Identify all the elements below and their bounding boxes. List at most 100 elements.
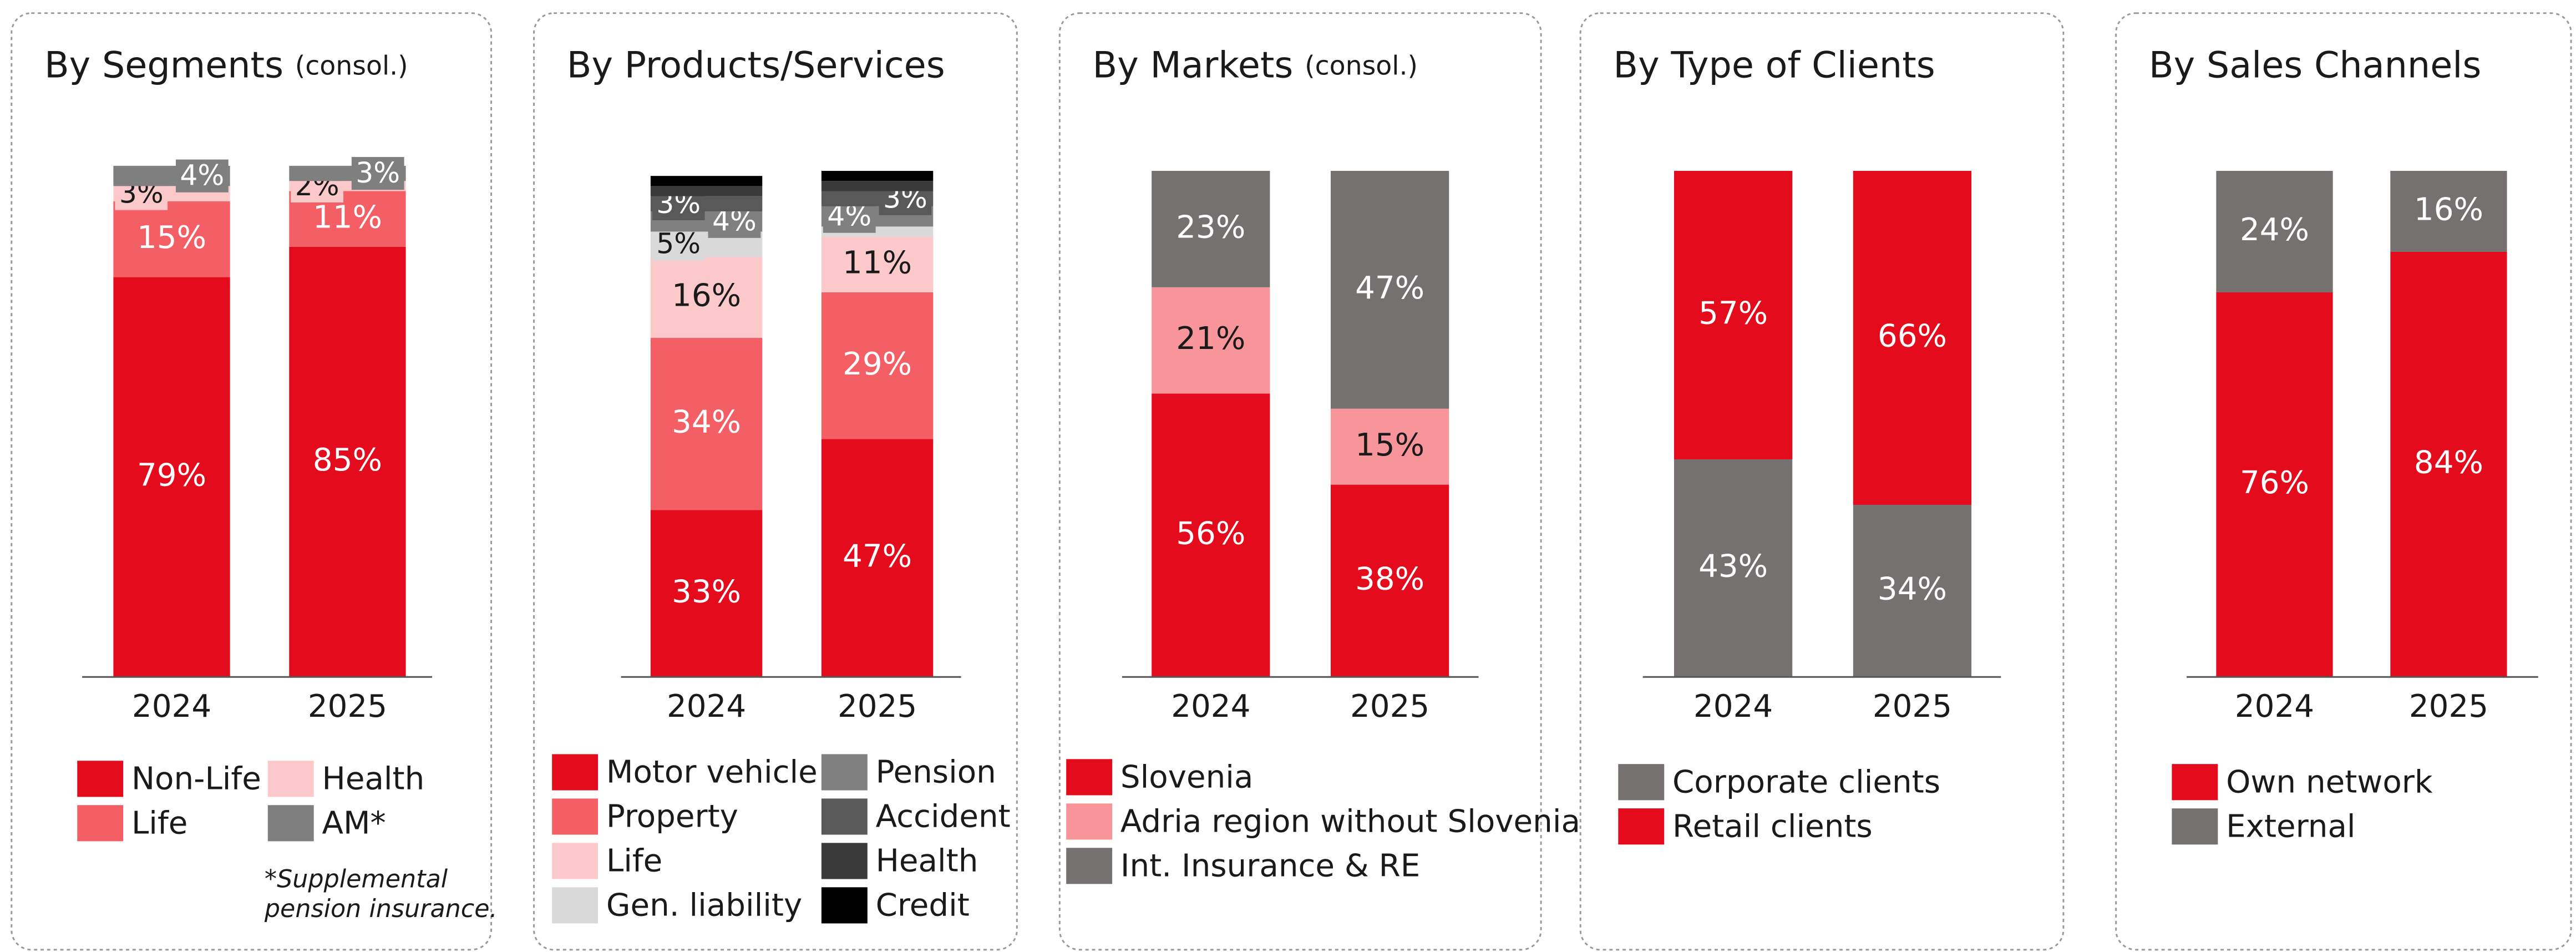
bar-segment <box>1853 171 1972 505</box>
data-label: 66% <box>1878 318 1947 355</box>
data-label: 79% <box>137 458 206 494</box>
data-label: 34% <box>672 404 741 440</box>
panel <box>533 12 1018 951</box>
legend-label: Own network <box>2226 764 2433 800</box>
legend-label: Health <box>322 761 425 797</box>
bar-segment <box>1331 171 1449 409</box>
bar-segment <box>1331 408 1449 485</box>
legend-swatch <box>77 761 124 797</box>
legend-label: Life <box>131 805 187 841</box>
title-text: By Markets <box>1093 44 1294 86</box>
legend-label: Adria region without Slovenia <box>1120 803 1580 839</box>
title-text: By Products/Services <box>567 44 945 86</box>
data-label: 47% <box>1355 270 1424 306</box>
bar-segment <box>821 181 934 191</box>
legend-label: Health <box>876 843 978 879</box>
bar-segment <box>113 201 230 277</box>
legend-swatch <box>2172 764 2218 801</box>
bar-segment <box>821 439 934 677</box>
bar-segment <box>650 338 763 510</box>
data-label: 11% <box>313 199 382 235</box>
title-text: By Sales Channels <box>2149 44 2481 86</box>
bar-segment <box>821 236 934 292</box>
footnote: pension insurance. <box>264 895 498 923</box>
data-label: 15% <box>1355 427 1424 463</box>
subtitle: (consol.) <box>295 50 408 81</box>
legend-label: AM* <box>322 805 386 841</box>
legend-swatch <box>552 887 599 924</box>
legend-label: External <box>2226 808 2355 844</box>
chart-title: By Segments (consol.) <box>44 44 408 86</box>
title-text: By Type of Clients <box>1613 44 1935 86</box>
legend-swatch <box>267 805 314 842</box>
data-label: 24% <box>2240 212 2309 248</box>
bar-segment <box>2390 171 2507 252</box>
data-label: 16% <box>672 278 741 314</box>
label-box <box>351 156 404 190</box>
legend-label: Accident <box>876 799 1011 835</box>
chart-title: By Type of Clients <box>1613 44 1935 86</box>
data-label: 47% <box>843 538 912 574</box>
legend-swatch <box>821 887 868 924</box>
legend-label: Life <box>606 843 662 879</box>
legend-label: Non-Life <box>131 761 261 797</box>
bar-segment <box>1853 505 1972 677</box>
title-text: By Segments <box>44 44 283 86</box>
bar-segment <box>289 246 406 677</box>
legend-label: Pension <box>876 754 996 791</box>
data-label: 15% <box>137 220 206 256</box>
legend-swatch <box>1066 759 1113 796</box>
data-label: 57% <box>1698 296 1768 332</box>
legend-label: Retail clients <box>1672 808 1873 844</box>
legend-swatch <box>1066 803 1113 840</box>
data-label: 85% <box>313 442 382 478</box>
data-label: 4% <box>180 159 224 192</box>
legend-swatch <box>552 754 599 791</box>
label-box <box>175 159 229 193</box>
panel <box>11 12 493 951</box>
bar-segment <box>2216 171 2333 292</box>
data-label: 16% <box>2414 192 2483 228</box>
x-tick-label: 2025 <box>1350 688 1429 725</box>
x-tick-label: 2024 <box>132 688 211 725</box>
bar-segment <box>650 186 763 196</box>
data-label: 76% <box>2240 465 2309 501</box>
legend-label: Corporate clients <box>1672 764 1940 800</box>
bar-segment <box>1331 484 1449 677</box>
bar-segment <box>113 277 230 677</box>
bar-segment <box>2390 251 2507 677</box>
legend-swatch <box>77 805 124 842</box>
data-label: 34% <box>1878 571 1947 607</box>
data-label: 3% <box>356 156 400 189</box>
bar-segment <box>2216 292 2333 677</box>
legend-swatch <box>1618 764 1665 801</box>
x-tick-label: 2024 <box>1693 688 1773 725</box>
bar-segment <box>1152 393 1270 677</box>
legend-label: Slovenia <box>1120 759 1253 795</box>
legend-swatch <box>1066 848 1113 884</box>
bar-segment <box>821 171 934 181</box>
legend-label: Int. Insurance & RE <box>1120 848 1420 884</box>
data-label: 43% <box>1698 549 1768 585</box>
legend-swatch <box>552 843 599 879</box>
bar-segment <box>650 510 763 677</box>
bar-segment <box>650 257 763 338</box>
chart-title: By Sales Channels <box>2149 44 2481 86</box>
x-tick-label: 2024 <box>2235 688 2314 725</box>
data-label: 56% <box>1176 515 1245 551</box>
legend-swatch <box>267 761 314 797</box>
chart-title: By Products/Services <box>567 44 945 86</box>
x-tick-label: 2025 <box>308 688 387 725</box>
data-label: 84% <box>2414 445 2483 481</box>
x-tick-label: 2024 <box>667 688 746 725</box>
legend-swatch <box>552 798 599 835</box>
legend-label: Property <box>606 799 738 835</box>
data-label: 23% <box>1176 210 1245 246</box>
data-label: 33% <box>672 574 741 610</box>
x-tick-label: 2025 <box>2409 688 2488 725</box>
bar-segment <box>821 292 934 439</box>
x-tick-label: 2024 <box>1171 688 1250 725</box>
bar-segment <box>1152 171 1270 287</box>
